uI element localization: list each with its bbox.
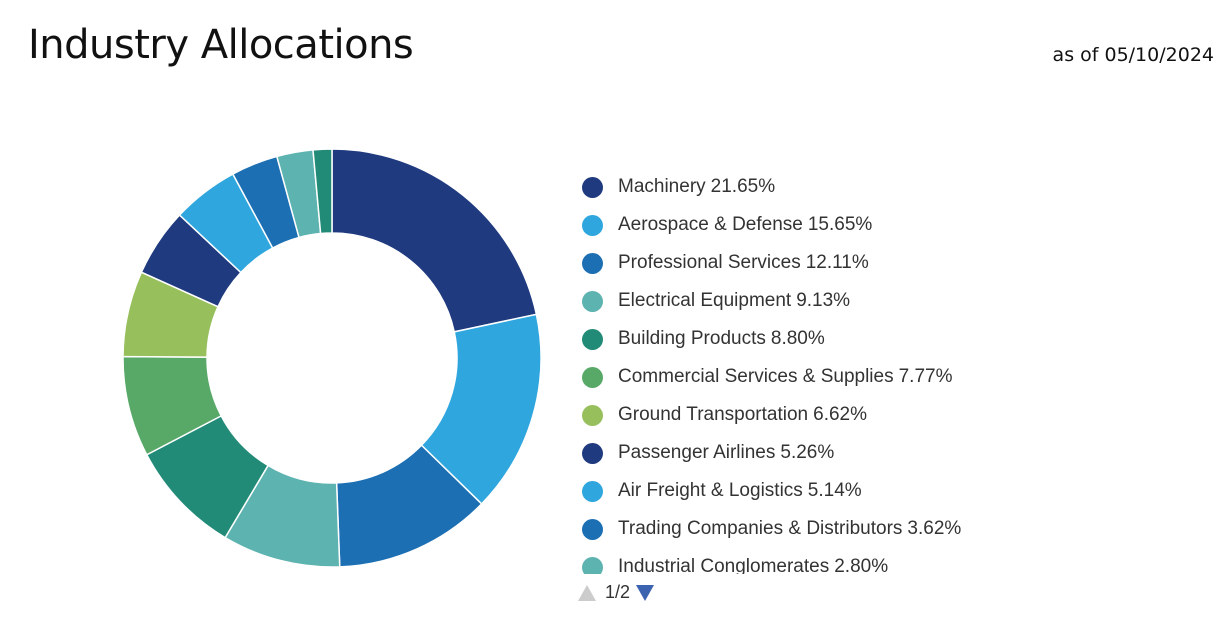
legend-label: Passenger Airlines 5.26% bbox=[618, 442, 834, 464]
page-title: Industry Allocations bbox=[28, 22, 414, 68]
legend-category: Ground Transportation bbox=[618, 404, 809, 425]
legend-value: 3.62% bbox=[907, 518, 962, 539]
pager-label: 1/2 bbox=[605, 582, 631, 602]
legend-swatch-icon bbox=[582, 480, 603, 502]
legend-item[interactable]: Aerospace & Defense 15.65% bbox=[580, 206, 1180, 244]
legend-item[interactable]: Professional Services 12.11% bbox=[580, 244, 1180, 282]
legend-swatch-icon bbox=[582, 518, 603, 540]
legend-label: Trading Companies & Distributors 3.62% bbox=[618, 518, 961, 540]
legend-value: 7.77% bbox=[898, 366, 953, 387]
legend-swatch-icon bbox=[582, 252, 603, 274]
legend-value: 21.65% bbox=[710, 176, 776, 197]
donut-slice[interactable] bbox=[312, 148, 333, 235]
legend-value: 12.11% bbox=[805, 252, 869, 273]
legend-item[interactable]: Air Freight & Logistics 5.14% bbox=[580, 472, 1180, 510]
legend-category: Passenger Airlines bbox=[618, 442, 776, 463]
legend-label: Electrical Equipment 9.13% bbox=[618, 290, 850, 312]
legend-label: Air Freight & Logistics 5.14% bbox=[618, 480, 862, 502]
pager-up-arrow-icon[interactable] bbox=[578, 584, 596, 601]
legend-swatch-icon bbox=[582, 556, 603, 574]
legend-label: Machinery 21.65% bbox=[618, 176, 775, 198]
legend-pager: 1/2 bbox=[578, 582, 655, 603]
legend-category: Trading Companies & Distributors bbox=[618, 518, 903, 539]
legend-category: Aerospace & Defense bbox=[618, 214, 803, 235]
legend-label: Building Products 8.80% bbox=[618, 328, 825, 350]
legend-list: Machinery 21.65% Aerospace & Defense 15.65%… bbox=[580, 168, 1180, 574]
legend: Machinery 21.65% Aerospace & Defense 15.65%… bbox=[580, 168, 1180, 574]
legend-swatch-icon bbox=[582, 366, 603, 388]
legend-item[interactable]: Trading Companies & Distributors 3.62% bbox=[580, 510, 1180, 548]
legend-category: Machinery bbox=[618, 176, 706, 197]
legend-category: Professional Services bbox=[618, 252, 801, 273]
legend-swatch-icon bbox=[582, 442, 603, 464]
legend-category: Commercial Services & Supplies bbox=[618, 366, 894, 387]
legend-category: Electrical Equipment bbox=[618, 290, 792, 311]
legend-swatch-icon bbox=[582, 404, 603, 426]
legend-item[interactable]: Building Products 8.80% bbox=[580, 320, 1180, 358]
legend-category: Building Products bbox=[618, 328, 766, 349]
legend-item[interactable]: Ground Transportation 6.62% bbox=[580, 396, 1180, 434]
legend-label: Commercial Services & Supplies 7.77% bbox=[618, 366, 952, 388]
pager-down-arrow-icon[interactable] bbox=[636, 584, 655, 601]
legend-label: Aerospace & Defense 15.65% bbox=[618, 214, 872, 236]
legend-value: 5.14% bbox=[807, 480, 862, 501]
legend-value: 15.65% bbox=[807, 214, 873, 235]
legend-item[interactable]: Industrial Conglomerates 2.80% bbox=[580, 548, 1180, 574]
legend-category: Air Freight & Logistics bbox=[618, 480, 803, 501]
legend-label: Industrial Conglomerates 2.80% bbox=[618, 556, 888, 574]
as-of-date: as of 05/10/2024 bbox=[1052, 44, 1214, 66]
donut-slice[interactable] bbox=[331, 148, 538, 333]
donut-chart bbox=[122, 148, 542, 568]
legend-value: 9.13% bbox=[796, 290, 851, 311]
legend-label: Professional Services 12.11% bbox=[618, 252, 869, 274]
legend-value: 6.62% bbox=[813, 404, 867, 425]
legend-category: Industrial Conglomerates bbox=[618, 556, 830, 574]
legend-item[interactable]: Machinery 21.65% bbox=[580, 168, 1180, 206]
legend-swatch-icon bbox=[582, 214, 603, 236]
legend-item[interactable]: Electrical Equipment 9.13% bbox=[580, 282, 1180, 320]
legend-value: 5.26% bbox=[780, 442, 835, 463]
legend-label: Ground Transportation 6.62% bbox=[618, 404, 867, 426]
legend-value: 2.80% bbox=[834, 556, 889, 574]
legend-swatch-icon bbox=[582, 176, 603, 198]
legend-swatch-icon bbox=[582, 328, 603, 350]
legend-value: 8.80% bbox=[770, 328, 825, 349]
legend-item[interactable]: Passenger Airlines 5.26% bbox=[580, 434, 1180, 472]
legend-swatch-icon bbox=[582, 290, 603, 312]
legend-item[interactable]: Commercial Services & Supplies 7.77% bbox=[580, 358, 1180, 396]
